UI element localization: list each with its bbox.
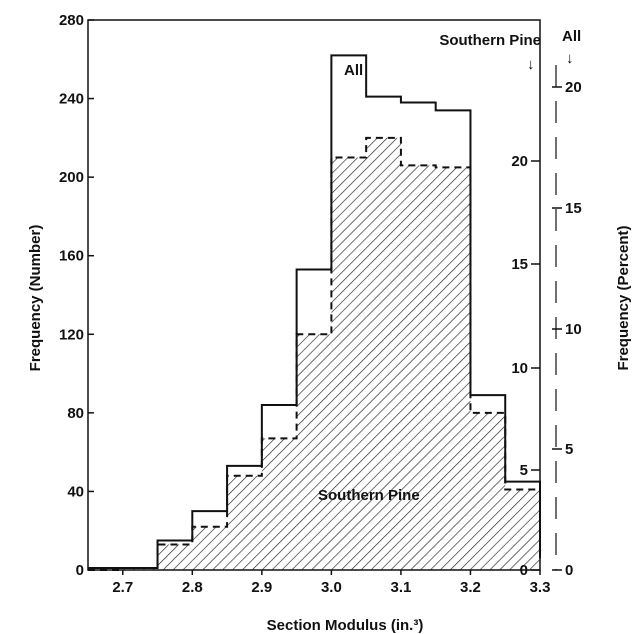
- southern-pine-bar: [505, 489, 540, 570]
- y-axis-left-title: Frequency (Number): [27, 225, 44, 372]
- southern-pine-bar: [435, 167, 471, 571]
- southern-pine-bars: [122, 137, 540, 571]
- annotation-southern-pine: Southern Pine: [318, 487, 420, 504]
- x-tick-label: 3.3: [530, 579, 551, 596]
- all-outline: [88, 54, 541, 570]
- right-sp-tick-label: 15: [511, 256, 528, 273]
- x-tick-label: 2.8: [182, 579, 203, 596]
- x-tick-label: 3.0: [321, 579, 342, 596]
- arrow-all: ↓: [566, 50, 574, 67]
- right-all-tick-label: 15: [565, 200, 582, 217]
- southern-pine-bar: [296, 334, 332, 570]
- y-tick-label: 40: [67, 483, 84, 500]
- x-tick-label: 2.9: [251, 579, 272, 596]
- southern-pine-bar: [192, 526, 228, 570]
- southern-pine-bar: [400, 165, 436, 570]
- annotation-all: All: [344, 62, 363, 79]
- southern-pine-bar: [261, 438, 297, 570]
- southern-pine-bar: [331, 157, 367, 570]
- right-axis-label-southern-pine: Southern Pine: [439, 32, 541, 49]
- right-axis-label-all: All: [562, 28, 581, 45]
- y-tick-label: 240: [59, 91, 84, 108]
- y-axis-right-all-ticks: 0 5 10 15 20: [552, 65, 582, 579]
- x-tick-label: 3.2: [460, 579, 481, 596]
- y-tick-label: 80: [67, 405, 84, 422]
- southern-pine-bar: [366, 137, 401, 570]
- y-tick-label: 160: [59, 248, 84, 265]
- right-all-tick-label: 10: [565, 321, 582, 338]
- x-tick-label: 3.1: [390, 579, 411, 596]
- southern-pine-bar: [157, 544, 193, 570]
- y-tick-label: 120: [59, 326, 84, 343]
- right-sp-tick-label: 10: [511, 360, 528, 377]
- y-axis-right-title: Frequency (Percent): [615, 225, 632, 370]
- x-axis-title: Section Modulus (in.³): [267, 617, 424, 634]
- y-axis-left-ticks: 0 40 80 120 160 200 240 280: [59, 12, 94, 579]
- y-tick-label: 200: [59, 169, 84, 186]
- southern-pine-bar: [470, 412, 506, 570]
- x-axis-ticks: 2.7 2.8 2.9 3.0 3.1 3.2 3.3: [112, 570, 550, 596]
- right-all-tick-label: 0: [565, 562, 573, 579]
- arrow-southern-pine: ↓: [527, 56, 535, 73]
- right-all-tick-label: 5: [565, 441, 573, 458]
- y-axis-right-southern-pine-ticks: 0 5 10 15 20: [511, 153, 540, 579]
- right-sp-tick-label: 20: [511, 153, 528, 170]
- right-sp-tick-label: 5: [520, 462, 528, 479]
- y-tick-label: 280: [59, 12, 84, 29]
- y-tick-label: 0: [76, 562, 84, 579]
- x-tick-label: 2.7: [112, 579, 133, 596]
- right-sp-tick-label: 0: [520, 562, 528, 579]
- southern-pine-bar: [227, 475, 262, 570]
- right-all-tick-label: 20: [565, 79, 582, 96]
- plot-frame: [87, 19, 541, 571]
